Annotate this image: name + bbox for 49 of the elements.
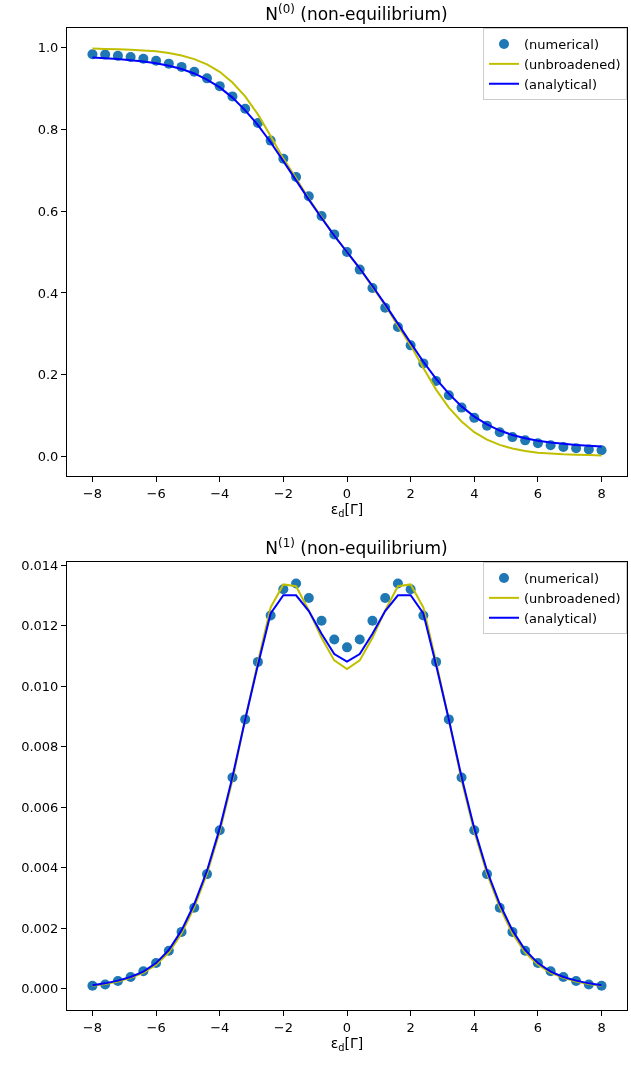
legend-label: (numerical) [524,571,599,587]
legend-label: (analytical) [524,610,598,626]
x-tick-label: 0 [342,485,352,501]
x-tick-label: −4 [210,1019,230,1035]
y-tick-label: 1.0 [37,39,59,55]
x-tick-label: −2 [273,1019,293,1035]
x-axis-title: ε$_{d}$[Γ] [330,1034,364,1053]
x-tick-label: −8 [82,1019,103,1035]
point [329,634,340,645]
y-tick-label: 0.008 [21,739,59,755]
point [380,593,391,604]
point [354,634,365,645]
x-tick-label: −6 [146,1019,166,1035]
x-tick-label: 2 [406,485,415,501]
x-tick-label: −6 [146,485,166,501]
x-tick-label: 6 [533,1019,543,1035]
x-tick-label: −2 [273,485,293,501]
legend-label: (unbroadened) [524,590,621,606]
point [316,615,327,626]
legend-label: (unbroadened) [524,56,621,72]
y-tick-label: 0.006 [21,799,59,815]
y-tick-label: 0.0 [37,449,59,465]
y-tick-label: 0.2 [37,367,59,383]
x-axis-title: ε$_{d}$[Γ] [330,500,364,519]
y-tick-label: 0.4 [37,285,59,301]
point [303,593,314,604]
y-tick-label: 0.000 [21,981,59,997]
y-tick-label: 0.8 [37,121,59,137]
x-tick-label: 4 [470,1019,479,1035]
x-tick-label: 4 [470,485,479,501]
y-tick-label: 0.010 [21,678,59,694]
y-tick-label: 0.014 [21,557,59,573]
y-tick-label: 0.002 [21,920,59,936]
y-tick-label: 0.012 [21,618,59,634]
legend-label: (numerical) [524,37,599,53]
x-tick-label: −8 [82,485,103,501]
point [367,615,378,626]
y-tick-label: 0.6 [37,203,59,219]
x-tick-label: 2 [406,1019,415,1035]
x-tick-label: 8 [597,1019,606,1035]
legend-label: (analytical) [524,76,598,92]
x-tick-label: 0 [342,1019,352,1035]
point [342,642,352,653]
x-tick-label: −4 [210,485,230,501]
chart-title: N$^{(0)}$ (non-equilibrium) [265,1,448,24]
y-tick-label: 0.004 [21,860,59,876]
x-tick-label: 8 [597,485,606,501]
x-tick-label: 6 [533,485,543,501]
chart-title: N$^{(1)}$ (non-equilibrium) [265,535,448,558]
